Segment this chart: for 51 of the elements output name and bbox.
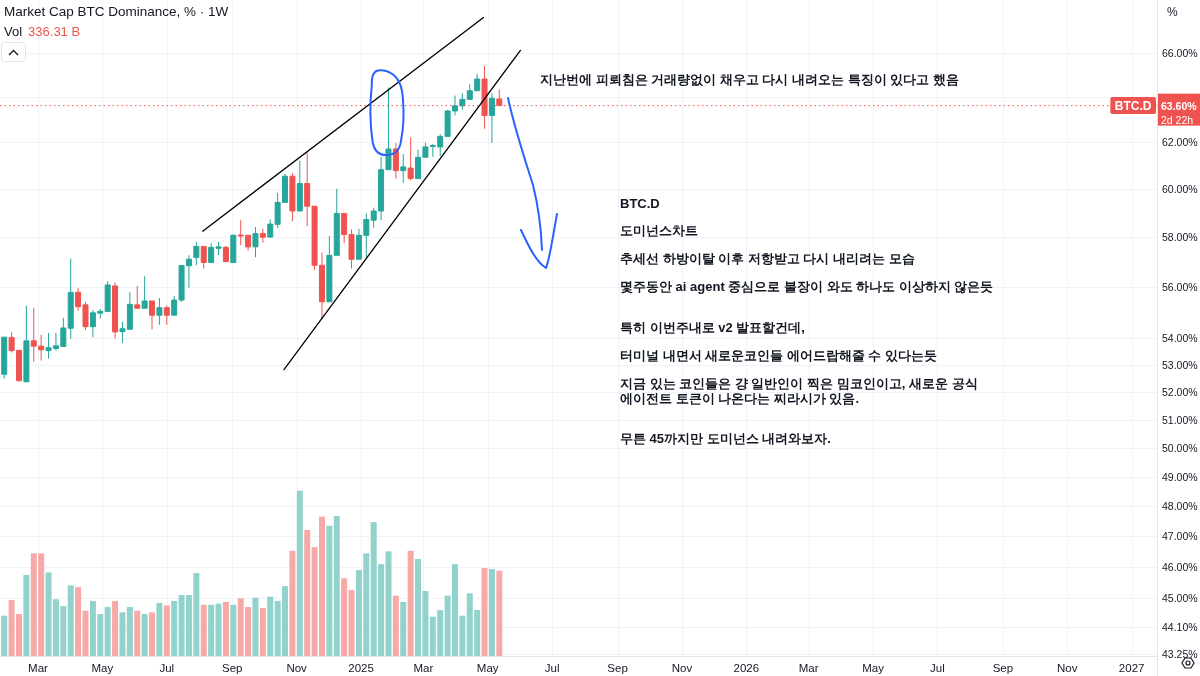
annotation: 도미넌스차트 [620, 222, 698, 238]
y-axis-title: % [1167, 5, 1178, 19]
x-tick-label: Mar [28, 662, 49, 674]
price-tag: 63.60% 2d 22h [1158, 93, 1200, 126]
x-tick-label: Sep [607, 662, 628, 674]
y-tick-label: 44.10% [1162, 620, 1198, 633]
x-tick-label: Nov [671, 662, 693, 674]
annotation: 지금 있는 코인들은 걍 일반인이 찍은 밈코인이고, 새로운 공식 에이전트 토큰이 나온다는 찌라시가 있음. [620, 375, 978, 405]
annotation: 지난번에 피뢰침은 거래량없이 채우고 다시 내려오는 특징이 있다고 했음 [540, 71, 959, 87]
y-tick-label: 52.00% [1162, 386, 1198, 399]
y-tick-label: 50.00% [1162, 441, 1198, 454]
x-tick-label: May [91, 662, 114, 674]
annotation: 무튼 45까지만 도미넌스 내려와보자. [620, 430, 831, 446]
y-tick-label: 54.00% [1162, 332, 1198, 345]
y-tick-label: 49.00% [1162, 470, 1198, 483]
y-tick-label: 47.00% [1162, 530, 1198, 543]
y-tick-label: 51.00% [1162, 413, 1198, 426]
annotation: 특히 이번주내로 v2 발표할건데, [620, 319, 805, 335]
x-tick-label: Nov [1057, 662, 1078, 674]
x-tick-label: 2027 [1118, 662, 1145, 674]
annotation: 추세선 하방이탈 이후 저항받고 다시 내리려는 모습 [620, 250, 915, 266]
x-tick-label: 2025 [348, 662, 374, 674]
y-tick-label: 56.00% [1162, 280, 1198, 293]
y-tick-label: 46.00% [1162, 560, 1198, 573]
x-tick-label: 2026 [733, 662, 760, 674]
y-tick-label: 53.00% [1162, 359, 1198, 372]
y-tick-label: 45.00% [1162, 591, 1198, 604]
x-tick-label: Jul [159, 662, 175, 674]
y-tick-label: 43.25% [1162, 648, 1198, 661]
y-tick-label: 48.00% [1162, 500, 1198, 513]
x-tick-label: Mar [798, 662, 819, 674]
annotation: BTC.D [620, 195, 660, 211]
y-tick-label: 58.00% [1162, 230, 1198, 243]
x-tick-label: Nov [286, 662, 308, 674]
annotation: 336.31 B [28, 23, 81, 39]
annotation: Vol [4, 23, 23, 39]
y-tick-label: 66.00% [1162, 46, 1198, 59]
annotation: 몇주동안 ai agent 중심으로 불장이 와도 하나도 이상하지 않은듯 [620, 278, 994, 294]
ref-line-label: BTC.D [1110, 97, 1156, 115]
x-tick-label: Sep [222, 662, 243, 674]
x-tick-label: Jul [544, 662, 560, 674]
x-tick-label: Sep [992, 662, 1014, 674]
x-tick-label: May [862, 662, 885, 674]
y-tick-label: 62.00% [1162, 135, 1198, 148]
ref-line-label: BTC.D [1114, 99, 1152, 114]
x-tick-label: Mar [413, 662, 434, 674]
y-tick-label: 60.00% [1162, 182, 1198, 195]
chart-title: Market Cap BTC Dominance, % · 1W [4, 3, 229, 19]
x-tick-label: Jul [930, 662, 945, 674]
x-tick-label: May [476, 662, 499, 674]
annotation: 터미널 내면서 새로운코인들 에어드랍해줄 수 있다는듯 [620, 347, 938, 363]
